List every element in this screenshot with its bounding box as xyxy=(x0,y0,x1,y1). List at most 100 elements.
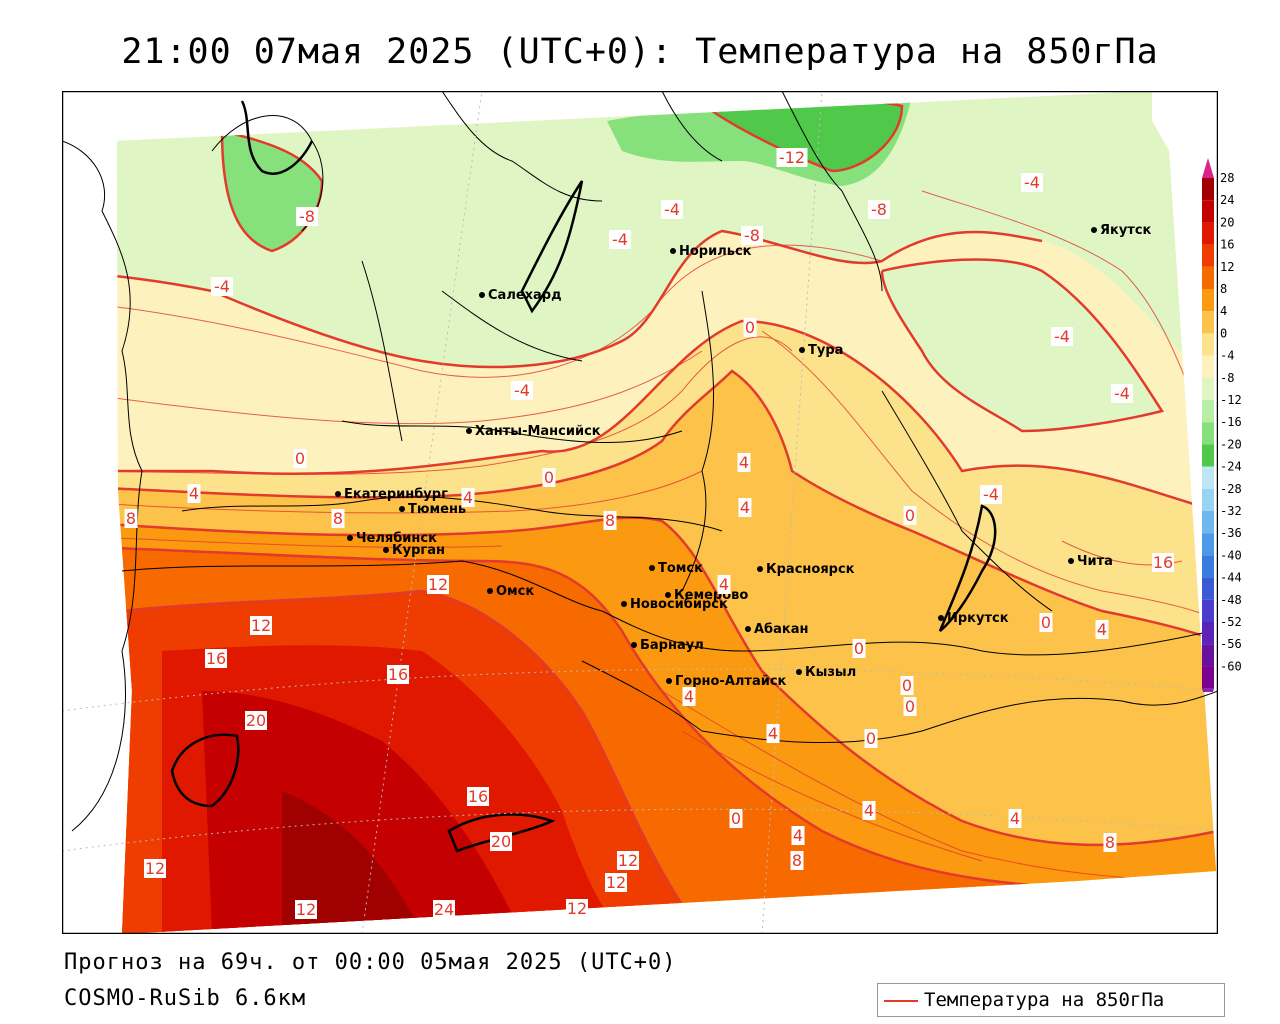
city-label: Екатеринбург xyxy=(344,487,448,502)
contour-label-box xyxy=(741,226,763,245)
graticule xyxy=(62,91,1218,934)
city-marker xyxy=(745,626,751,632)
lakes xyxy=(170,100,997,853)
contour-label: 4 xyxy=(740,498,750,517)
city-label: Тюмень xyxy=(408,502,466,517)
city-marker xyxy=(796,669,802,675)
city-marker xyxy=(799,347,805,353)
colorbar-segment xyxy=(1202,422,1214,445)
colorbar-segment xyxy=(1202,200,1214,223)
contour-label-box xyxy=(461,488,475,507)
city-marker xyxy=(1068,558,1074,564)
contour-label-box xyxy=(205,649,227,668)
contour-label-box xyxy=(776,148,808,167)
contour-label: 12 xyxy=(145,859,165,878)
contour-label: -12 xyxy=(779,148,805,167)
contour-label-box xyxy=(791,826,805,845)
city-marker xyxy=(1091,227,1097,233)
contour-label-box xyxy=(605,873,627,892)
boundaries xyxy=(62,91,1218,832)
contour-label-box xyxy=(743,318,757,337)
contour-label: 8 xyxy=(605,511,615,530)
city-label: Кызыл xyxy=(805,665,856,680)
contour-label-box xyxy=(864,729,878,748)
colorbar-segment xyxy=(1202,511,1214,534)
colorbar-segment xyxy=(1202,178,1214,201)
contour-label: 12 xyxy=(618,851,638,870)
colorbar-tick-label: -52 xyxy=(1220,615,1242,629)
contour-label: 0 xyxy=(745,318,755,337)
colorbar-tick-label: -24 xyxy=(1220,460,1242,474)
contour-label-box xyxy=(900,676,914,695)
city-marker xyxy=(757,566,763,572)
colorbar-tick-label: 16 xyxy=(1220,238,1234,252)
contour-label: 4 xyxy=(1097,620,1107,639)
city-label: Салехард xyxy=(488,288,562,303)
temperature-map: Якутск Норильск Салехард Тура Ханты-Мансийск… xyxy=(62,91,1218,934)
city-label: Норильск xyxy=(679,244,752,259)
city-label: Абакан xyxy=(754,622,809,637)
colorbar-segment xyxy=(1202,622,1214,645)
city-label: Барнаул xyxy=(640,638,704,653)
contour-label: 0 xyxy=(905,506,915,525)
city-label: Омск xyxy=(496,584,534,599)
city-marker xyxy=(670,248,676,254)
contour-label-box xyxy=(862,801,876,820)
colorbar-tick-label: -48 xyxy=(1220,593,1242,607)
colorbar-tick-label: 8 xyxy=(1220,282,1227,296)
contour-label: 20 xyxy=(246,711,266,730)
city-marker xyxy=(631,642,637,648)
colorbar-segment xyxy=(1202,377,1214,400)
colorbar-tick-label: 24 xyxy=(1220,193,1234,207)
colorbar-segment xyxy=(1202,577,1214,600)
colorbar-segment xyxy=(1202,222,1214,245)
colorbar-segment xyxy=(1202,244,1214,267)
contour-label: 0 xyxy=(295,449,305,468)
contour-label: 0 xyxy=(1041,613,1051,632)
city-marker xyxy=(466,428,472,434)
contour-label: -4 xyxy=(1024,173,1040,192)
contour-label: 20 xyxy=(491,832,511,851)
city-label: Ханты-Мансийск xyxy=(475,424,601,439)
contour-label: 4 xyxy=(793,826,803,845)
city-marker xyxy=(665,592,671,598)
contour-label: 8 xyxy=(1105,833,1115,852)
contour-label-box xyxy=(682,687,696,706)
contour-label: 8 xyxy=(126,509,136,528)
colorbar-segment xyxy=(1202,311,1214,334)
color-scale: 28 24 20 16 12 8 4 0 -4 -8 -12 -16 -20 -24 -28 -32 -36 -4… xyxy=(1202,158,1242,692)
contour-label: 4 xyxy=(864,801,874,820)
contour-label-box xyxy=(1095,620,1109,639)
contour-label-box xyxy=(124,509,138,528)
contour-label-box xyxy=(609,230,631,249)
colorbar-tick-label: -40 xyxy=(1220,548,1242,562)
forecast-info: Прогноз на 69ч. от 00:00 05мая 2025 (UTC… xyxy=(64,950,677,975)
contour-label: 12 xyxy=(428,575,448,594)
contour-label-box xyxy=(852,639,866,658)
contour-label-box xyxy=(467,787,489,806)
contour-label-box xyxy=(427,575,449,594)
colorbar-segment xyxy=(1202,266,1214,289)
temperature-fill xyxy=(117,91,1216,934)
contour-label: 0 xyxy=(905,697,915,716)
contour-label: -4 xyxy=(1114,384,1130,403)
colorbar-segment xyxy=(1202,400,1214,423)
colorbar-tick-label: -16 xyxy=(1220,415,1242,429)
contour-label-box xyxy=(144,859,166,878)
colorbar-tick-label: 4 xyxy=(1220,304,1227,318)
contour-label: -4 xyxy=(983,485,999,504)
colorbar-segment xyxy=(1202,355,1214,378)
colorbar-tick-label: -60 xyxy=(1220,659,1242,673)
colorbar-tick-label: -56 xyxy=(1220,637,1242,651)
contour-label-box xyxy=(542,468,556,487)
contour-label: 0 xyxy=(544,468,554,487)
contour-label-box xyxy=(903,697,917,716)
city-marker xyxy=(399,506,405,512)
city-marker xyxy=(479,292,485,298)
colorbar-segment xyxy=(1202,333,1214,356)
colorbar-tick-label: 28 xyxy=(1220,171,1234,185)
contour-label-box xyxy=(293,449,307,468)
contour-label: 16 xyxy=(1153,553,1173,572)
city-marker xyxy=(347,535,353,541)
contour-label: -4 xyxy=(514,381,530,400)
